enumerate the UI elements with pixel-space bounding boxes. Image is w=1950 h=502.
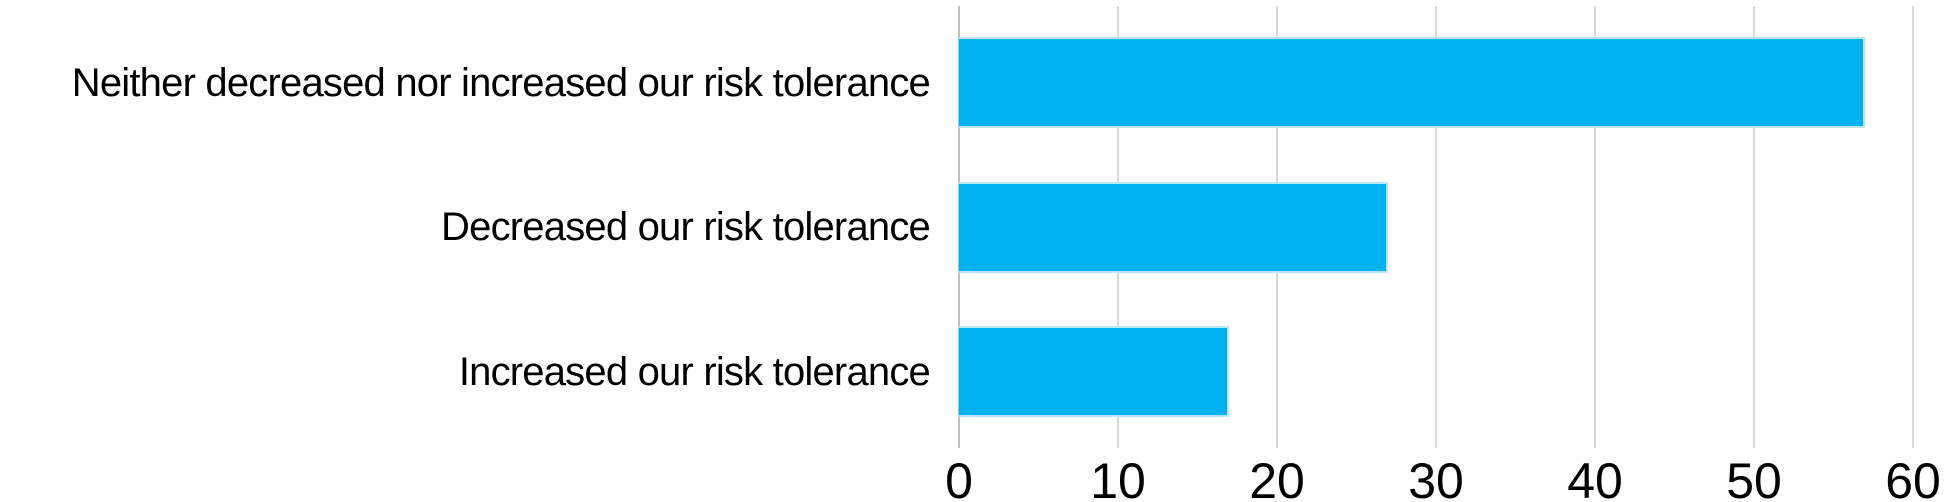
x-tick-label: 50 [1726, 453, 1782, 502]
x-tick-label: 10 [1090, 453, 1146, 502]
x-gridline [1435, 6, 1437, 448]
category-label: Decreased our risk tolerance [441, 205, 931, 249]
category-label: Increased our risk tolerance [458, 349, 931, 394]
plot-area [958, 6, 1914, 448]
category-label: Neither decreased nor increased our risk… [71, 60, 931, 105]
x-gridline [1594, 6, 1596, 448]
x-gridline [1912, 6, 1914, 448]
x-tick-label: 30 [1408, 453, 1464, 502]
x-tick-label: 20 [1249, 453, 1305, 502]
x-tick-label: 40 [1567, 453, 1623, 502]
bar [959, 181, 1389, 273]
x-tick-label: 60 [1885, 453, 1941, 502]
bar [959, 326, 1230, 417]
x-gridline [1753, 6, 1755, 448]
x-tick-label: 0 [945, 453, 973, 502]
bar [959, 37, 1866, 128]
